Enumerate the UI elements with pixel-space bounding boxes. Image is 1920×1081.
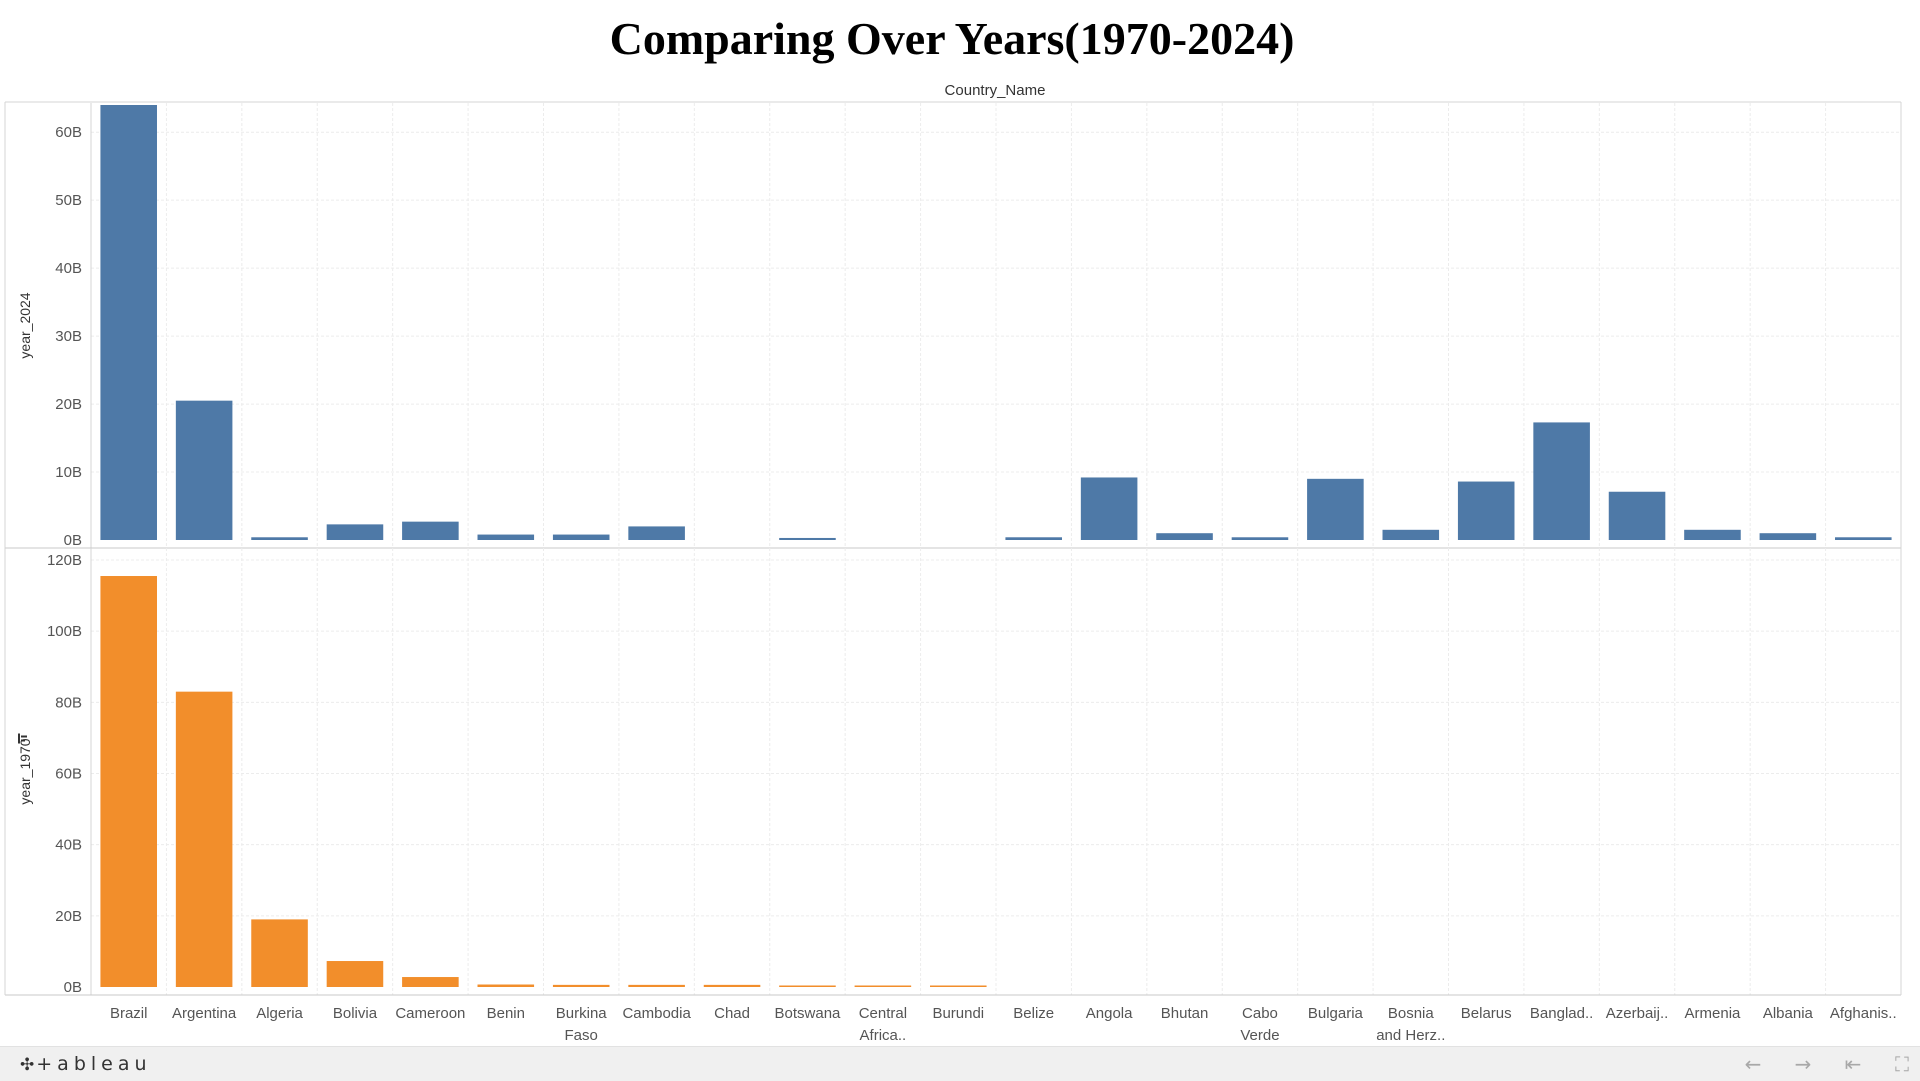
bar <box>552 984 610 987</box>
x-tick-label: Burkina <box>556 1005 608 1022</box>
column-header-label: Country_Name <box>945 82 1046 99</box>
bar <box>779 537 836 540</box>
bar <box>1080 477 1138 540</box>
x-tick-label: Belize <box>1013 1005 1054 1022</box>
bar <box>779 985 836 987</box>
x-tick-label: Belarus <box>1461 1005 1512 1022</box>
x-tick-label: Africa.. <box>860 1027 907 1044</box>
bar <box>477 534 535 540</box>
y-axis-title: year_1970 <box>17 738 33 804</box>
chart-title: Comparing Over Years(1970-2024) <box>609 13 1295 64</box>
y-tick-label: 20B <box>55 396 82 413</box>
y-tick-label: 30B <box>55 328 82 345</box>
x-tick-label: Burundi <box>932 1005 984 1022</box>
x-tick-label: Bhutan <box>1161 1005 1209 1022</box>
redo-button[interactable]: → <box>1789 1052 1817 1076</box>
tableau-toolbar: ✣ +ableau ← → ⇤ ⛶ <box>0 1046 1920 1081</box>
x-tick-label: Algeria <box>256 1005 303 1022</box>
x-tick-label: Botswana <box>775 1005 842 1022</box>
x-tick-label: Azerbaij.. <box>1606 1005 1669 1022</box>
sort-indicator-bar <box>21 739 25 742</box>
x-tick-label: Cabo <box>1242 1005 1278 1022</box>
undo-button[interactable]: ← <box>1739 1052 1767 1076</box>
revert-button[interactable]: ⇤ <box>1839 1052 1867 1076</box>
bar <box>175 400 233 540</box>
bar <box>854 985 912 987</box>
x-tick-label: Armenia <box>1685 1005 1742 1022</box>
bar <box>552 534 610 540</box>
sort-indicator-icon <box>18 733 20 744</box>
x-tick-label: Faso <box>565 1027 598 1044</box>
y-tick-label: 40B <box>55 260 82 277</box>
bar <box>402 977 459 987</box>
bar <box>1608 491 1666 540</box>
undo-icon: ← <box>1744 1052 1762 1076</box>
bar <box>1231 537 1289 540</box>
redo-icon: → <box>1794 1052 1812 1076</box>
y-tick-label: 20B <box>55 908 82 925</box>
x-tick-label: Bosnia <box>1388 1005 1435 1022</box>
y-tick-label: 50B <box>55 192 82 209</box>
y-tick-label: 40B <box>55 837 82 854</box>
x-tick-label: Cameroon <box>395 1005 465 1022</box>
bar <box>100 576 157 987</box>
x-tick-label: Bolivia <box>333 1005 378 1022</box>
x-tick-label: Benin <box>487 1005 525 1022</box>
tableau-logo[interactable]: ✣ +ableau <box>20 1053 152 1075</box>
x-tick-label: Banglad.. <box>1530 1005 1593 1022</box>
x-tick-label: Brazil <box>110 1005 148 1022</box>
sort-indicator-bar <box>21 735 27 738</box>
x-tick-label: Bulgaria <box>1308 1005 1364 1022</box>
bar <box>251 919 308 987</box>
y-tick-label: 100B <box>47 623 82 640</box>
bar <box>100 105 157 540</box>
bar <box>477 984 535 987</box>
bar <box>1156 533 1213 540</box>
x-tick-label: and Herz.. <box>1376 1027 1445 1044</box>
bar <box>1835 537 1892 540</box>
bar <box>1382 529 1440 540</box>
x-tick-label: Argentina <box>172 1005 237 1022</box>
bar <box>930 985 987 987</box>
y-tick-label: 0B <box>64 979 82 996</box>
revert-icon: ⇤ <box>1844 1052 1862 1076</box>
fullscreen-button[interactable]: ⛶ <box>1888 1052 1916 1076</box>
bar <box>326 961 384 987</box>
tableau-logo-text: +ableau <box>36 1053 152 1075</box>
bar <box>175 691 233 987</box>
bar <box>1533 422 1590 540</box>
bar <box>402 521 459 540</box>
bar <box>1684 529 1741 540</box>
x-tick-label: Central <box>859 1005 907 1022</box>
y-tick-label: 80B <box>55 694 82 711</box>
y-tick-label: 120B <box>47 552 82 569</box>
bar <box>251 537 308 540</box>
y-axis-title: year_2024 <box>17 292 33 358</box>
y-tick-label: 10B <box>55 464 82 481</box>
x-tick-label: Cambodia <box>622 1005 691 1022</box>
bar <box>1759 533 1817 540</box>
x-tick-label: Afghanis.. <box>1830 1005 1897 1022</box>
x-tick-label: Albania <box>1763 1005 1814 1022</box>
fullscreen-icon: ⛶ <box>1895 1052 1909 1076</box>
y-tick-label: 60B <box>55 766 82 783</box>
y-tick-label: 0B <box>64 532 82 549</box>
bar <box>703 984 761 987</box>
bar-chart: Country_Name 0B 10B 20B 30B 40B 50B 60B year_202… <box>4 82 1902 1044</box>
y-tick-label: 60B <box>55 124 82 141</box>
x-tick-label: Chad <box>714 1005 750 1022</box>
tableau-logo-icon: ✣ <box>20 1055 35 1075</box>
x-tick-label: Verde <box>1240 1027 1279 1044</box>
bar <box>326 524 384 540</box>
bar <box>1457 481 1515 540</box>
bar <box>628 526 685 540</box>
x-tick-label: Angola <box>1086 1005 1133 1022</box>
bar <box>1307 478 1364 540</box>
bar <box>1005 537 1062 540</box>
bar <box>628 984 685 987</box>
